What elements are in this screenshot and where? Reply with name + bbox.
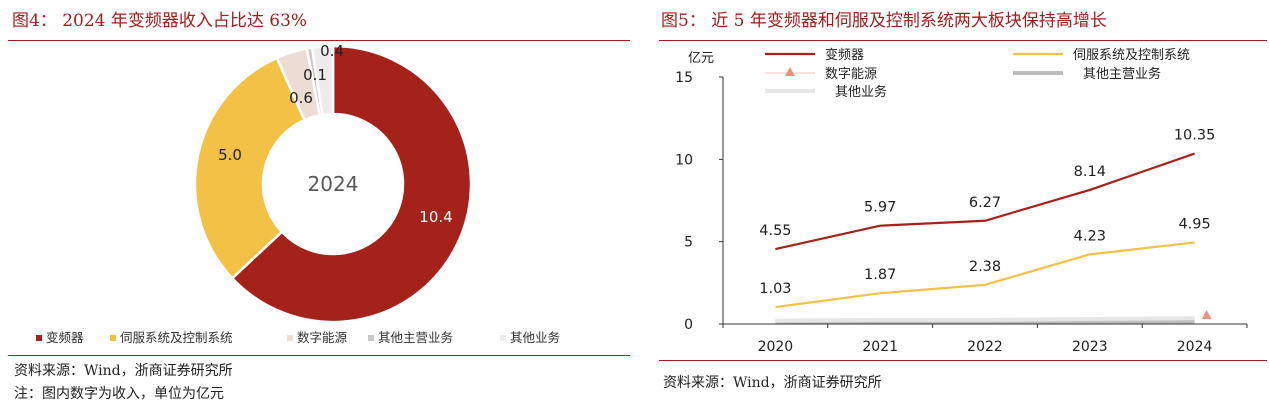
legend-label: 其他主营业务 <box>378 330 453 345</box>
data-label: 1.87 <box>864 267 896 283</box>
data-label: 8.14 <box>1074 164 1106 180</box>
donut-slice <box>230 44 473 324</box>
footer-rule <box>8 355 630 356</box>
legend-swatch <box>110 335 116 341</box>
donut-value-label: 5.0 <box>218 146 242 164</box>
data-label: 1.03 <box>759 281 791 297</box>
y-tick-label: 10 <box>675 152 693 168</box>
note-text: 注：图内数字为收入，单位为亿元 <box>14 386 224 402</box>
legend-swatch <box>500 335 506 341</box>
donut-value-label: 10.4 <box>419 208 452 226</box>
data-label: 2.38 <box>969 259 1001 275</box>
legend-label: 其他业务 <box>510 330 560 345</box>
legend-label: 变频器 <box>825 47 864 63</box>
x-tick-label: 2024 <box>1177 339 1213 355</box>
line-chart-panel: 图5： 近 5 年变频器和伺服及控制系统两大板块保持高增长 0 5 10 15 2020… <box>655 0 1269 413</box>
figure-5-title: 图5： 近 5 年变频器和伺服及控制系统两大板块保持高增长 <box>661 11 1107 31</box>
x-tick-label: 2022 <box>967 339 1003 355</box>
data-point-marker <box>1201 310 1212 320</box>
x-tick-label: 2023 <box>1072 339 1108 355</box>
data-label: 5.97 <box>864 200 896 216</box>
data-label: 10.35 <box>1174 128 1216 144</box>
line-chart: 0 5 10 15 2020 2021 2022 2023 2024 亿元 4.55 5.97 6.27… <box>675 47 1248 355</box>
y-axis-label: 亿元 <box>688 51 714 66</box>
y-tick-label: 15 <box>675 70 693 86</box>
data-label: 6.27 <box>969 195 1001 211</box>
legend-label: 数字能源 <box>825 67 877 82</box>
series-line-inverter <box>775 152 1195 251</box>
series-line-other <box>775 316 1195 323</box>
x-tick-label: 2020 <box>758 339 794 355</box>
legend-label: 变频器 <box>46 330 84 345</box>
donut-slice <box>193 56 307 281</box>
figure-4-title: 图4： 2024 年变频器收入占比达 63% <box>12 11 308 31</box>
legend-swatch <box>785 67 795 76</box>
donut-value-label: 0.6 <box>289 89 313 107</box>
donut-center-label: 2024 <box>308 172 359 196</box>
legend-label: 数字能源 <box>297 330 348 345</box>
data-label: 4.55 <box>759 223 791 239</box>
y-tick-label: 0 <box>684 317 693 333</box>
legend-label: 伺服系统及控制系统 <box>1073 48 1190 63</box>
footer-rule <box>659 360 1267 361</box>
title-rule <box>659 40 1267 41</box>
donut-value-label: 0.4 <box>320 42 344 60</box>
x-tick-label: 2021 <box>862 339 898 355</box>
donut-value-label: 0.1 <box>303 66 327 84</box>
legend-label: 其他主营业务 <box>1083 66 1161 82</box>
legend-swatch <box>368 335 374 341</box>
donut-chart: 2024 10.4 5.0 0.6 0.1 0.4 变频器 伺服系统及控制系统 数字能源 其他主营… <box>36 42 560 345</box>
source-text: 资料来源：Wind，浙商证券研究所 <box>663 375 882 391</box>
donut-chart-panel: 图4： 2024 年变频器收入占比达 63% 2024 10.4 5.0 0.6 0.1… <box>0 0 630 413</box>
legend-swatch <box>287 335 293 341</box>
y-tick-label: 5 <box>684 235 693 251</box>
legend-label: 其他业务 <box>835 84 887 100</box>
title-rule <box>8 40 630 41</box>
donut-slice <box>310 44 335 117</box>
legend-swatch <box>36 335 42 341</box>
source-text: 资料来源：Wind，浙商证券研究所 <box>14 363 233 379</box>
legend-label: 伺服系统及控制系统 <box>120 330 233 345</box>
data-label: 4.95 <box>1178 216 1210 232</box>
series-line-servo <box>775 241 1195 309</box>
data-label: 4.23 <box>1074 228 1106 244</box>
